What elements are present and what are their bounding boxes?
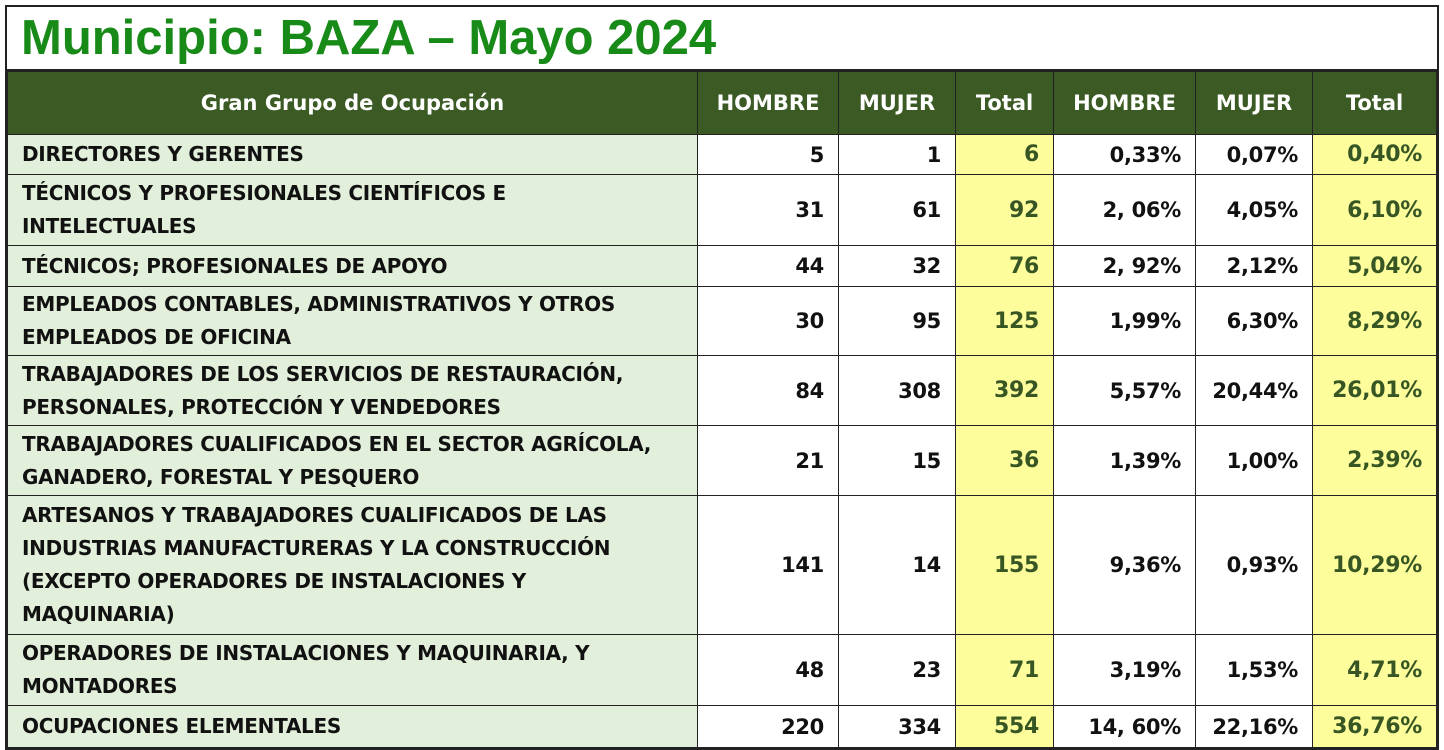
col-header-total: Total xyxy=(955,71,1054,135)
occupation-table-container: Municipio: BAZA – Mayo 2024 Gran Grupo d… xyxy=(5,5,1439,750)
mujer-cell: 15 xyxy=(838,425,956,496)
mujer-pct-cell: 20,44% xyxy=(1195,355,1313,426)
total-cell: 6 xyxy=(955,134,1054,175)
hombre-pct-cell: 9,36% xyxy=(1053,495,1196,635)
hombre-pct-cell: 3,19% xyxy=(1053,634,1196,706)
mujer-cell: 1 xyxy=(838,134,956,175)
occupation-cell: DIRECTORES Y GERENTES xyxy=(7,134,698,175)
total-cell: 155 xyxy=(955,495,1054,635)
occupation-cell: EMPLEADOS CONTABLES, ADMINISTRATIVOS Y O… xyxy=(7,286,698,356)
occupation-table: Gran Grupo de Ocupación HOMBRE MUJER Tot… xyxy=(7,71,1437,748)
total-cell: 76 xyxy=(955,245,1054,287)
page-title: Municipio: BAZA – Mayo 2024 xyxy=(7,7,1437,71)
hombre-cell: 48 xyxy=(697,634,839,706)
total-pct-cell: 5,04% xyxy=(1312,245,1437,287)
occupation-cell: TÉCNICOS; PROFESIONALES DE APOYO xyxy=(7,245,698,287)
mujer-pct-cell: 6,30% xyxy=(1195,286,1313,356)
table-row: TÉCNICOS; PROFESIONALES DE APOYO 44 32 76 2,… xyxy=(7,245,1437,287)
hombre-cell: 5 xyxy=(697,134,839,175)
occupation-cell: OCUPACIONES ELEMENTALES xyxy=(7,705,698,748)
hombre-cell: 44 xyxy=(697,245,839,287)
col-header-occupation: Gran Grupo de Ocupación xyxy=(7,71,698,135)
mujer-pct-cell: 2,12% xyxy=(1195,245,1313,287)
table-row: OCUPACIONES ELEMENTALES 220 334 554 14, 60% 2… xyxy=(7,705,1437,748)
total-pct-cell: 10,29% xyxy=(1312,495,1437,635)
mujer-pct-cell: 4,05% xyxy=(1195,174,1313,246)
mujer-cell: 14 xyxy=(838,495,956,635)
total-pct-cell: 4,71% xyxy=(1312,634,1437,706)
mujer-pct-cell: 0,93% xyxy=(1195,495,1313,635)
hombre-pct-cell: 2, 92% xyxy=(1053,245,1196,287)
hombre-cell: 21 xyxy=(697,425,839,496)
occupation-cell: TRABAJADORES CUALIFICADOS EN EL SECTOR A… xyxy=(7,425,698,496)
col-header-hombre: HOMBRE xyxy=(697,71,839,135)
mujer-pct-cell: 22,16% xyxy=(1195,705,1313,748)
total-cell: 392 xyxy=(955,355,1054,426)
mujer-pct-cell: 1,53% xyxy=(1195,634,1313,706)
hombre-cell: 30 xyxy=(697,286,839,356)
col-header-mujer-pct: MUJER xyxy=(1195,71,1313,135)
total-pct-cell: 8,29% xyxy=(1312,286,1437,356)
hombre-pct-cell: 1,39% xyxy=(1053,425,1196,496)
total-cell: 71 xyxy=(955,634,1054,706)
total-cell: 92 xyxy=(955,174,1054,246)
mujer-pct-cell: 0,07% xyxy=(1195,134,1313,175)
mujer-cell: 32 xyxy=(838,245,956,287)
hombre-pct-cell: 0,33% xyxy=(1053,134,1196,175)
mujer-cell: 61 xyxy=(838,174,956,246)
table-row: DIRECTORES Y GERENTES 5 1 6 0,33% 0,07% 0,40% xyxy=(7,134,1437,175)
hombre-cell: 31 xyxy=(697,174,839,246)
hombre-cell: 220 xyxy=(697,705,839,748)
mujer-cell: 95 xyxy=(838,286,956,356)
occupation-cell: ARTESANOS Y TRABAJADORES CUALIFICADOS DE… xyxy=(7,495,698,635)
occupation-cell: OPERADORES DE INSTALACIONES Y MAQUINARIA… xyxy=(7,634,698,706)
total-cell: 36 xyxy=(955,425,1054,496)
mujer-cell: 334 xyxy=(838,705,956,748)
total-pct-cell: 36,76% xyxy=(1312,705,1437,748)
total-cell: 125 xyxy=(955,286,1054,356)
header-row: Gran Grupo de Ocupación HOMBRE MUJER Tot… xyxy=(7,71,1437,135)
table-row: TRABAJADORES CUALIFICADOS EN EL SECTOR A… xyxy=(7,425,1437,496)
total-pct-cell: 2,39% xyxy=(1312,425,1437,496)
table-row: TRABAJADORES DE LOS SERVICIOS DE RESTAUR… xyxy=(7,355,1437,426)
hombre-pct-cell: 2, 06% xyxy=(1053,174,1196,246)
occupation-cell: TRABAJADORES DE LOS SERVICIOS DE RESTAUR… xyxy=(7,355,698,426)
mujer-cell: 23 xyxy=(838,634,956,706)
hombre-pct-cell: 14, 60% xyxy=(1053,705,1196,748)
col-header-total-pct: Total xyxy=(1312,71,1437,135)
total-pct-cell: 0,40% xyxy=(1312,134,1437,175)
mujer-cell: 308 xyxy=(838,355,956,426)
col-header-mujer: MUJER xyxy=(838,71,956,135)
hombre-pct-cell: 5,57% xyxy=(1053,355,1196,426)
table-row: EMPLEADOS CONTABLES, ADMINISTRATIVOS Y O… xyxy=(7,286,1437,356)
table-row: ARTESANOS Y TRABAJADORES CUALIFICADOS DE… xyxy=(7,495,1437,635)
occupation-cell: TÉCNICOS Y PROFESIONALES CIENTÍFICOS E I… xyxy=(7,174,698,246)
table-row: OPERADORES DE INSTALACIONES Y MAQUINARIA… xyxy=(7,634,1437,706)
mujer-pct-cell: 1,00% xyxy=(1195,425,1313,496)
hombre-cell: 84 xyxy=(697,355,839,426)
total-pct-cell: 26,01% xyxy=(1312,355,1437,426)
hombre-cell: 141 xyxy=(697,495,839,635)
col-header-hombre-pct: HOMBRE xyxy=(1053,71,1196,135)
total-cell: 554 xyxy=(955,705,1054,748)
table-row: TÉCNICOS Y PROFESIONALES CIENTÍFICOS E I… xyxy=(7,174,1437,246)
total-pct-cell: 6,10% xyxy=(1312,174,1437,246)
hombre-pct-cell: 1,99% xyxy=(1053,286,1196,356)
